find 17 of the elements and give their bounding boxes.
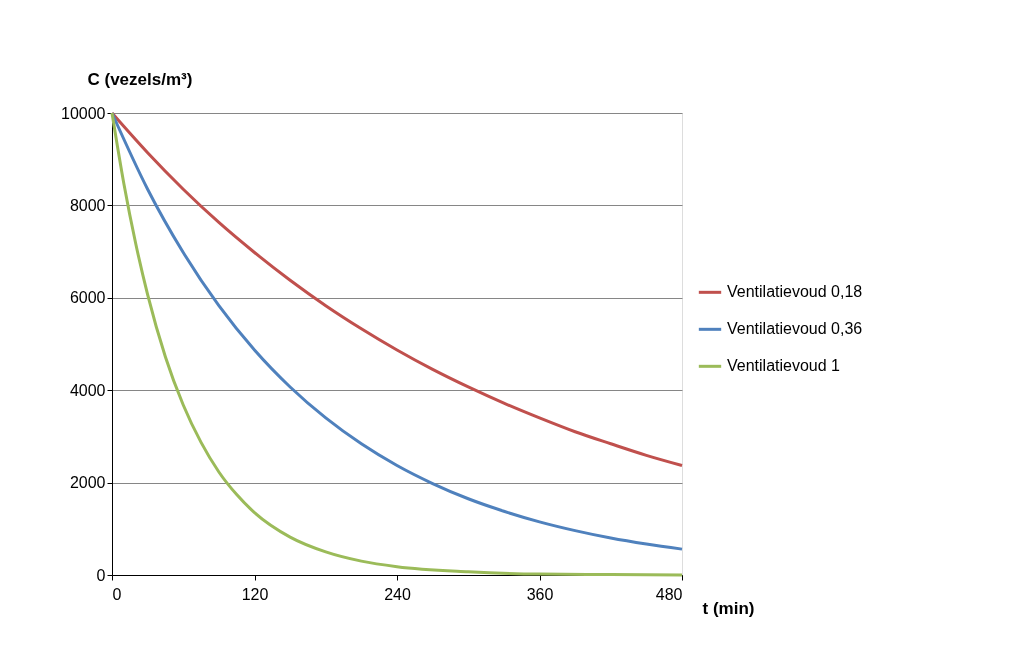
y-axis-title: C (vezels/m³) [87, 69, 193, 89]
y-tick-label: 8000 [69, 196, 106, 214]
x-tick-label: 120 [241, 585, 269, 603]
x-tick-label: 480 [655, 585, 683, 603]
legend-label: Ventilatievoud 0,18 [727, 283, 863, 301]
legend-label: Ventilatievoud 1 [727, 357, 841, 375]
legend-label: Ventilatievoud 0,36 [727, 320, 863, 338]
line-series [110, 111, 684, 468]
y-tick-label: 4000 [69, 381, 106, 399]
y-tick-label: 10000 [61, 104, 106, 122]
x-axis-title: t (min) [702, 598, 755, 618]
x-tick-label: 360 [526, 585, 554, 603]
y-tick-label: 0 [96, 566, 106, 584]
y-tick-label: 6000 [69, 289, 106, 307]
y-tick-label: 2000 [69, 474, 106, 492]
x-tick-label: 240 [384, 585, 411, 603]
x-tick-label: 0 [112, 585, 122, 603]
